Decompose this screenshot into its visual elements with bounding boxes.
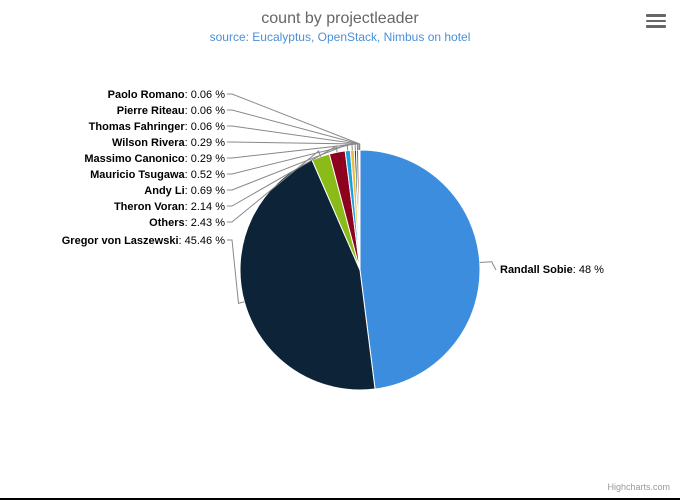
chart-container: count by projectleader source: Eucalyptu… <box>0 0 680 500</box>
slice-label: Pierre Riteau: 0.06 % <box>117 105 225 117</box>
slice-label: Wilson Rivera: 0.29 % <box>112 137 225 149</box>
slice-label: Mauricio Tsugawa: 0.52 % <box>90 169 225 181</box>
credits-link[interactable]: Highcharts.com <box>607 482 670 492</box>
slice-label: Others: 2.43 % <box>149 217 225 229</box>
chart-title: count by projectleader <box>0 0 680 28</box>
slice-label: Thomas Fahringer: 0.06 % <box>89 121 226 133</box>
slice-label: Massimo Canonico: 0.29 % <box>84 153 225 165</box>
slice-label: Andy Li: 0.69 % <box>144 185 225 197</box>
pie-slice[interactable] <box>360 150 480 389</box>
slice-label: Gregor von Laszewski: 45.46 % <box>62 235 225 247</box>
slice-label: Theron Voran: 2.14 % <box>114 201 225 213</box>
chart-subtitle: source: Eucalyptus, OpenStack, Nimbus on… <box>0 28 680 44</box>
leader-line <box>480 262 496 270</box>
pie-svg: Randall Sobie: 48 % Paolo Romano: 0.06 % P… <box>0 60 680 460</box>
pie-chart: Randall Sobie: 48 % Paolo Romano: 0.06 % P… <box>0 60 680 460</box>
slice-label: Randall Sobie: 48 % <box>500 264 604 276</box>
slice-label: Paolo Romano: 0.06 % <box>108 89 226 101</box>
hamburger-menu-icon[interactable] <box>646 14 666 30</box>
